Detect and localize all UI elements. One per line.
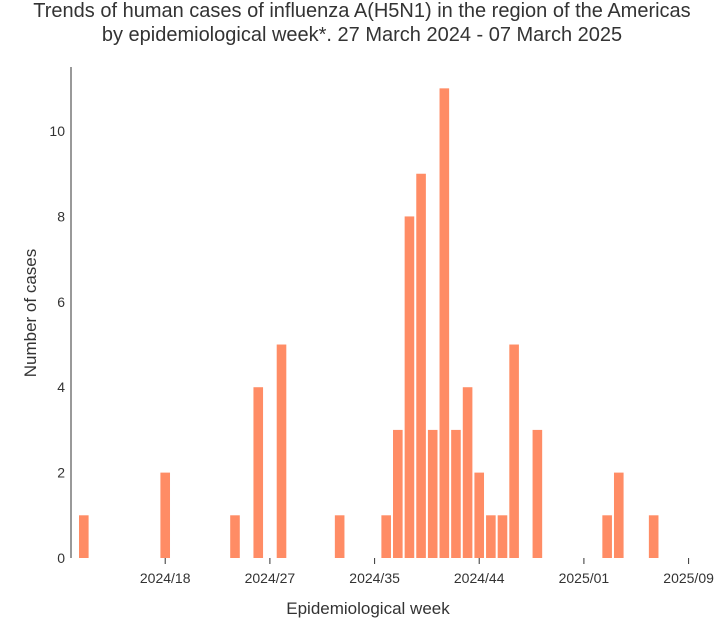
bars-group bbox=[79, 88, 659, 559]
y-axis-title: Number of cases bbox=[21, 249, 40, 378]
bar bbox=[532, 429, 543, 558]
y-tick-label: 10 bbox=[49, 123, 65, 139]
chart-title-line-1: Trends of human cases of influenza A(H5N… bbox=[33, 0, 691, 22]
bar bbox=[230, 515, 240, 558]
x-tick-label: 2025/09 bbox=[663, 570, 714, 586]
bar bbox=[497, 515, 508, 558]
bar bbox=[393, 429, 403, 558]
bar bbox=[253, 387, 264, 558]
y-tick-label: 8 bbox=[57, 208, 65, 224]
bar bbox=[79, 515, 89, 558]
y-tick-label: 2 bbox=[57, 465, 65, 481]
x-tick-label: 2025/01 bbox=[559, 570, 610, 586]
bar bbox=[160, 472, 171, 558]
bar bbox=[602, 515, 612, 558]
bar bbox=[613, 472, 624, 558]
chart-title-line-2: by epidemiological week*. 27 March 2024 … bbox=[101, 24, 623, 46]
bar bbox=[509, 344, 519, 558]
bar bbox=[648, 515, 659, 558]
y-tick-label: 0 bbox=[57, 550, 65, 566]
y-tick-label: 4 bbox=[57, 379, 65, 395]
bar bbox=[416, 173, 426, 559]
x-tick-label: 2024/27 bbox=[245, 570, 296, 586]
bar bbox=[404, 216, 415, 558]
bar bbox=[381, 515, 391, 558]
bar bbox=[427, 429, 438, 558]
x-tick-label: 2024/35 bbox=[349, 570, 400, 586]
x-axis-title: Epidemiological week bbox=[286, 599, 450, 618]
bar bbox=[486, 515, 496, 558]
bar bbox=[439, 88, 450, 558]
bar bbox=[474, 472, 485, 558]
bar bbox=[462, 387, 473, 558]
x-ticks-group: 2024/18 2024/27 2024/35 2024/44 2025/01 2025/… bbox=[140, 558, 714, 586]
y-tick-label: 6 bbox=[57, 294, 65, 310]
bar bbox=[334, 515, 345, 558]
bar bbox=[451, 429, 461, 558]
x-tick-label: 2024/44 bbox=[454, 570, 505, 586]
y-ticks-group: 0 2 4 6 8 10 bbox=[49, 123, 65, 566]
x-tick-label: 2024/18 bbox=[140, 570, 191, 586]
bar bbox=[276, 344, 287, 558]
